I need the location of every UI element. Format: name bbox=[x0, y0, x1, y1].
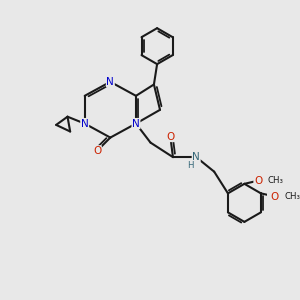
Text: O: O bbox=[93, 146, 101, 156]
Text: N: N bbox=[81, 118, 88, 129]
Text: O: O bbox=[166, 131, 174, 142]
Text: O: O bbox=[254, 176, 262, 186]
Text: N: N bbox=[132, 118, 140, 129]
Text: CH₃: CH₃ bbox=[268, 176, 284, 185]
Text: N: N bbox=[192, 152, 200, 162]
Text: CH₃: CH₃ bbox=[284, 192, 300, 201]
Text: O: O bbox=[271, 191, 279, 202]
Text: N: N bbox=[106, 77, 114, 87]
Text: H: H bbox=[187, 161, 194, 170]
